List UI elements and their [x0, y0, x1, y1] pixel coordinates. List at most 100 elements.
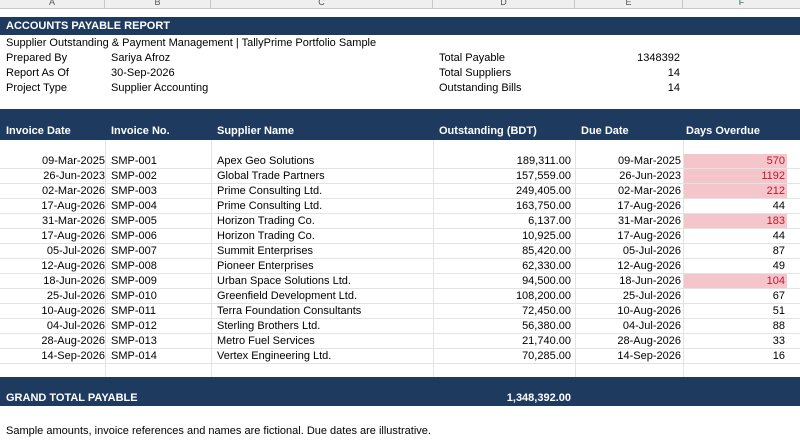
- supplier-name-cell[interactable]: Vertex Engineering Ltd.: [217, 350, 332, 362]
- days-overdue-cell[interactable]: 104: [766, 275, 785, 287]
- invoice-no-cell[interactable]: SMP-004: [111, 200, 157, 212]
- header-invoice-no[interactable]: Invoice No.: [111, 125, 170, 137]
- invoice-date-cell[interactable]: 28-Aug-2026: [41, 335, 105, 347]
- days-overdue-cell[interactable]: 88: [772, 320, 785, 332]
- meta-value-prepared-by[interactable]: Sariya Afroz: [111, 52, 171, 64]
- invoice-no-cell[interactable]: SMP-001: [111, 155, 157, 167]
- outstanding-cell[interactable]: 62,330.00: [522, 260, 571, 272]
- days-overdue-cell[interactable]: 49: [772, 260, 785, 272]
- meta-label-project-type[interactable]: Project Type: [6, 82, 67, 94]
- invoice-no-cell[interactable]: SMP-012: [111, 320, 157, 332]
- header-invoice-date[interactable]: Invoice Date: [6, 125, 71, 137]
- invoice-no-cell[interactable]: SMP-013: [111, 335, 157, 347]
- due-date-cell[interactable]: 28-Aug-2026: [617, 335, 681, 347]
- days-overdue-cell[interactable]: 33: [772, 335, 785, 347]
- meta-label-report-as-of[interactable]: Report As Of: [6, 67, 69, 79]
- supplier-name-cell[interactable]: Apex Geo Solutions: [217, 155, 315, 167]
- invoice-no-cell[interactable]: SMP-003: [111, 185, 157, 197]
- outstanding-cell[interactable]: 163,750.00: [515, 200, 571, 212]
- due-date-cell[interactable]: 14-Sep-2026: [617, 350, 681, 362]
- supplier-name-cell[interactable]: Prime Consulting Ltd.: [217, 185, 323, 197]
- supplier-name-cell[interactable]: Prime Consulting Ltd.: [217, 200, 323, 212]
- outstanding-cell[interactable]: 72,450.00: [522, 305, 571, 317]
- days-overdue-cell[interactable]: 570: [766, 155, 785, 167]
- supplier-name-cell[interactable]: Horizon Trading Co.: [217, 230, 315, 242]
- grand-total-value[interactable]: 1,348,392.00: [506, 392, 571, 404]
- supplier-name-cell[interactable]: Sterling Brothers Ltd.: [217, 320, 321, 332]
- invoice-no-cell[interactable]: SMP-002: [111, 170, 157, 182]
- days-overdue-cell[interactable]: 44: [772, 230, 785, 242]
- invoice-date-cell[interactable]: 31-Mar-2026: [42, 215, 105, 227]
- column-header-d[interactable]: D: [433, 0, 575, 8]
- invoice-no-cell[interactable]: SMP-009: [111, 275, 157, 287]
- outstanding-cell[interactable]: 56,380.00: [522, 320, 571, 332]
- grand-total-label[interactable]: GRAND TOTAL PAYABLE: [6, 392, 138, 404]
- invoice-date-cell[interactable]: 26-Jun-2023: [43, 170, 105, 182]
- report-subtitle[interactable]: Supplier Outstanding & Payment Managemen…: [6, 37, 377, 49]
- supplier-name-cell[interactable]: Terra Foundation Consultants: [217, 305, 362, 317]
- days-overdue-cell[interactable]: 51: [772, 305, 785, 317]
- invoice-no-cell[interactable]: SMP-005: [111, 215, 157, 227]
- column-header-e[interactable]: E: [575, 0, 683, 8]
- meta-label-total-payable[interactable]: Total Payable: [439, 52, 506, 64]
- invoice-no-cell[interactable]: SMP-011: [111, 305, 157, 317]
- days-overdue-cell[interactable]: 87: [772, 245, 785, 257]
- invoice-date-cell[interactable]: 25-Jul-2026: [46, 290, 105, 302]
- meta-label-prepared-by[interactable]: Prepared By: [6, 52, 68, 64]
- supplier-name-cell[interactable]: Greenfield Development Ltd.: [217, 290, 358, 302]
- outstanding-cell[interactable]: 189,311.00: [516, 155, 571, 167]
- due-date-cell[interactable]: 18-Jun-2026: [619, 275, 681, 287]
- header-outstanding[interactable]: Outstanding (BDT): [439, 125, 537, 137]
- header-due-date[interactable]: Due Date: [581, 125, 629, 137]
- due-date-cell[interactable]: 26-Jun-2023: [619, 170, 681, 182]
- days-overdue-cell[interactable]: 1192: [761, 170, 785, 182]
- outstanding-cell[interactable]: 70,285.00: [522, 350, 571, 362]
- supplier-name-cell[interactable]: Global Trade Partners: [217, 170, 325, 182]
- invoice-no-cell[interactable]: SMP-014: [111, 350, 157, 362]
- column-header-a[interactable]: A: [0, 0, 105, 8]
- meta-label-outstanding-bills[interactable]: Outstanding Bills: [439, 82, 522, 94]
- invoice-date-cell[interactable]: 17-Aug-2026: [41, 230, 105, 242]
- footnote[interactable]: Sample amounts, invoice references and n…: [6, 425, 431, 437]
- meta-label-total-suppliers[interactable]: Total Suppliers: [439, 67, 512, 79]
- due-date-cell[interactable]: 17-Aug-2026: [617, 230, 681, 242]
- days-overdue-cell[interactable]: 183: [766, 215, 785, 227]
- outstanding-cell[interactable]: 157,559.00: [515, 170, 571, 182]
- due-date-cell[interactable]: 10-Aug-2026: [617, 305, 681, 317]
- due-date-cell[interactable]: 02-Mar-2026: [618, 185, 681, 197]
- meta-value-report-as-of[interactable]: 30-Sep-2026: [111, 67, 175, 79]
- due-date-cell[interactable]: 25-Jul-2026: [622, 290, 681, 302]
- outstanding-cell[interactable]: 6,137.00: [528, 215, 571, 227]
- due-date-cell[interactable]: 31-Mar-2026: [618, 215, 681, 227]
- outstanding-cell[interactable]: 21,740.00: [522, 335, 571, 347]
- report-title[interactable]: ACCOUNTS PAYABLE REPORT: [6, 20, 171, 32]
- days-overdue-cell[interactable]: 16: [772, 350, 785, 362]
- outstanding-cell[interactable]: 94,500.00: [522, 275, 571, 287]
- header-supplier-name[interactable]: Supplier Name: [217, 125, 295, 137]
- days-overdue-cell[interactable]: 67: [772, 290, 785, 302]
- supplier-name-cell[interactable]: Urban Space Solutions Ltd.: [217, 275, 351, 287]
- invoice-date-cell[interactable]: 12-Aug-2026: [41, 260, 105, 272]
- invoice-no-cell[interactable]: SMP-007: [111, 245, 157, 257]
- invoice-date-cell[interactable]: 02-Mar-2026: [42, 185, 105, 197]
- invoice-date-cell[interactable]: 09-Mar-2025: [42, 155, 105, 167]
- days-overdue-cell[interactable]: 44: [772, 200, 785, 212]
- outstanding-cell[interactable]: 108,200.00: [515, 290, 571, 302]
- column-header-f[interactable]: F: [683, 0, 800, 8]
- outstanding-cell[interactable]: 10,925.00: [522, 230, 571, 242]
- invoice-date-cell[interactable]: 10-Aug-2026: [41, 305, 105, 317]
- due-date-cell[interactable]: 12-Aug-2026: [617, 260, 681, 272]
- outstanding-cell[interactable]: 85,420.00: [522, 245, 571, 257]
- outstanding-cell[interactable]: 249,405.00: [515, 185, 571, 197]
- invoice-no-cell[interactable]: SMP-008: [111, 260, 157, 272]
- meta-value-project-type[interactable]: Supplier Accounting: [111, 82, 209, 94]
- due-date-cell[interactable]: 05-Jul-2026: [622, 245, 681, 257]
- due-date-cell[interactable]: 04-Jul-2026: [622, 320, 681, 332]
- column-header-c[interactable]: C: [211, 0, 433, 8]
- due-date-cell[interactable]: 17-Aug-2026: [617, 200, 681, 212]
- supplier-name-cell[interactable]: Metro Fuel Services: [217, 335, 315, 347]
- column-header-b[interactable]: B: [105, 0, 211, 8]
- meta-value-total-payable[interactable]: 1348392: [637, 52, 680, 64]
- invoice-date-cell[interactable]: 05-Jul-2026: [46, 245, 105, 257]
- invoice-date-cell[interactable]: 18-Jun-2026: [43, 275, 105, 287]
